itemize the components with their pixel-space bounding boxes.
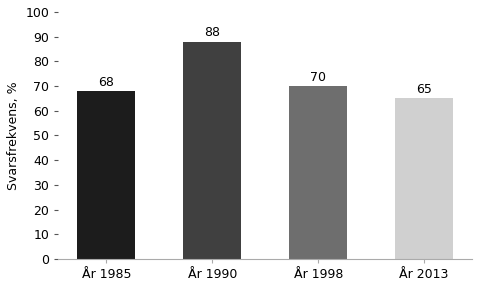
Bar [77,91,136,259]
Bar [183,41,241,259]
Text: 70: 70 [310,71,326,84]
Y-axis label: Svarsfrekvens, %: Svarsfrekvens, % [7,81,20,190]
Text: 68: 68 [98,75,114,88]
Bar [395,98,453,259]
Text: 88: 88 [204,26,220,39]
Text: 65: 65 [416,83,432,96]
Bar [289,86,347,259]
